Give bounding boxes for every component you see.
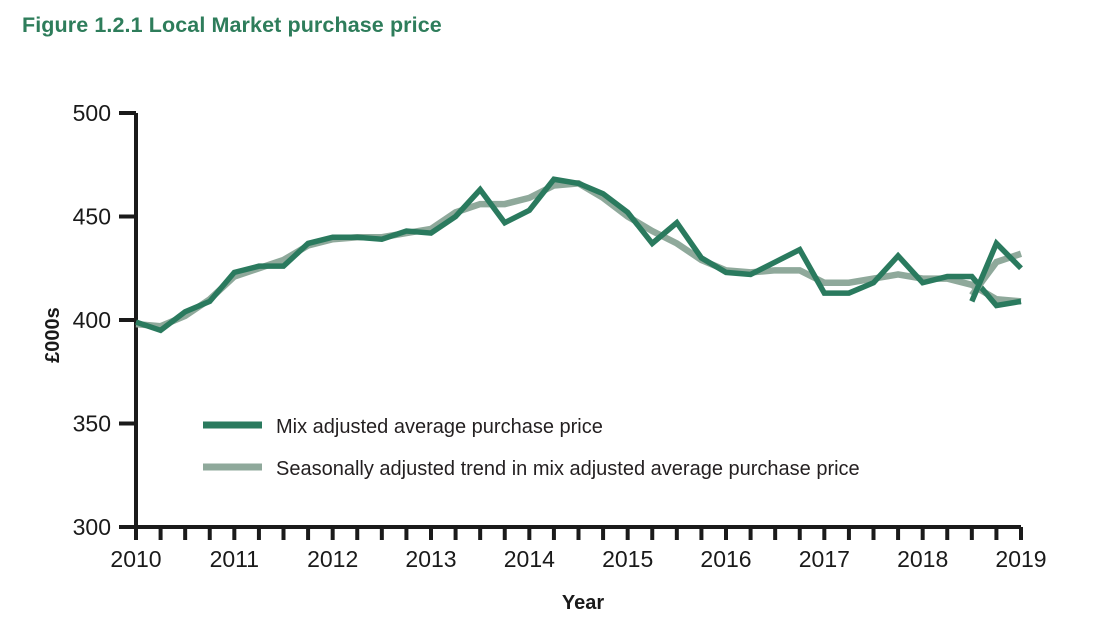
legend-item: Mix adjusted average purchase price [203, 416, 603, 438]
y-tick-label: 400 [73, 307, 111, 333]
y-tick-label: 500 [73, 100, 111, 126]
x-axis-title: Year [562, 592, 604, 614]
x-tick-label: 2012 [307, 546, 358, 572]
chart-tick-marks [119, 111, 1023, 540]
y-axis-title: £000s [42, 307, 64, 363]
x-tick-label: 2013 [405, 546, 456, 572]
page-title: Figure 1.2.1 Local Market purchase price [22, 13, 442, 37]
series-line-mix-adjusted [135, 176, 1022, 334]
legend-item: Seasonally adjusted trend in mix adjuste… [203, 458, 860, 480]
chart-series-lines [135, 176, 1023, 334]
series-line-seasonal-trend [135, 180, 1022, 330]
x-tick-label: 2019 [995, 546, 1046, 572]
legend-label: Mix adjusted average purchase price [276, 416, 603, 438]
x-tick-label: 2014 [504, 546, 555, 572]
x-tick-label: 2015 [602, 546, 653, 572]
legend-label: Seasonally adjusted trend in mix adjuste… [276, 458, 860, 480]
x-tick-label: 2011 [210, 546, 259, 572]
x-tick-label: 2017 [799, 546, 850, 572]
series-tail-mix-adjusted [969, 238, 1023, 303]
x-tick-label: 2018 [897, 546, 948, 572]
y-tick-label: 450 [73, 204, 111, 230]
x-axis-tick-labels: 2010 2011 2012 2013 2014 2015 2016 2017 2018 2019 [110, 546, 1046, 572]
x-tick-label: 2010 [110, 546, 161, 572]
y-tick-label: 300 [73, 514, 111, 540]
x-tick-label: 2016 [700, 546, 751, 572]
chart-legend: Mix adjusted average purchase price Seaso… [203, 416, 860, 480]
y-tick-label: 350 [73, 411, 111, 437]
y-axis-tick-labels: 300 350 400 450 500 [73, 100, 111, 540]
